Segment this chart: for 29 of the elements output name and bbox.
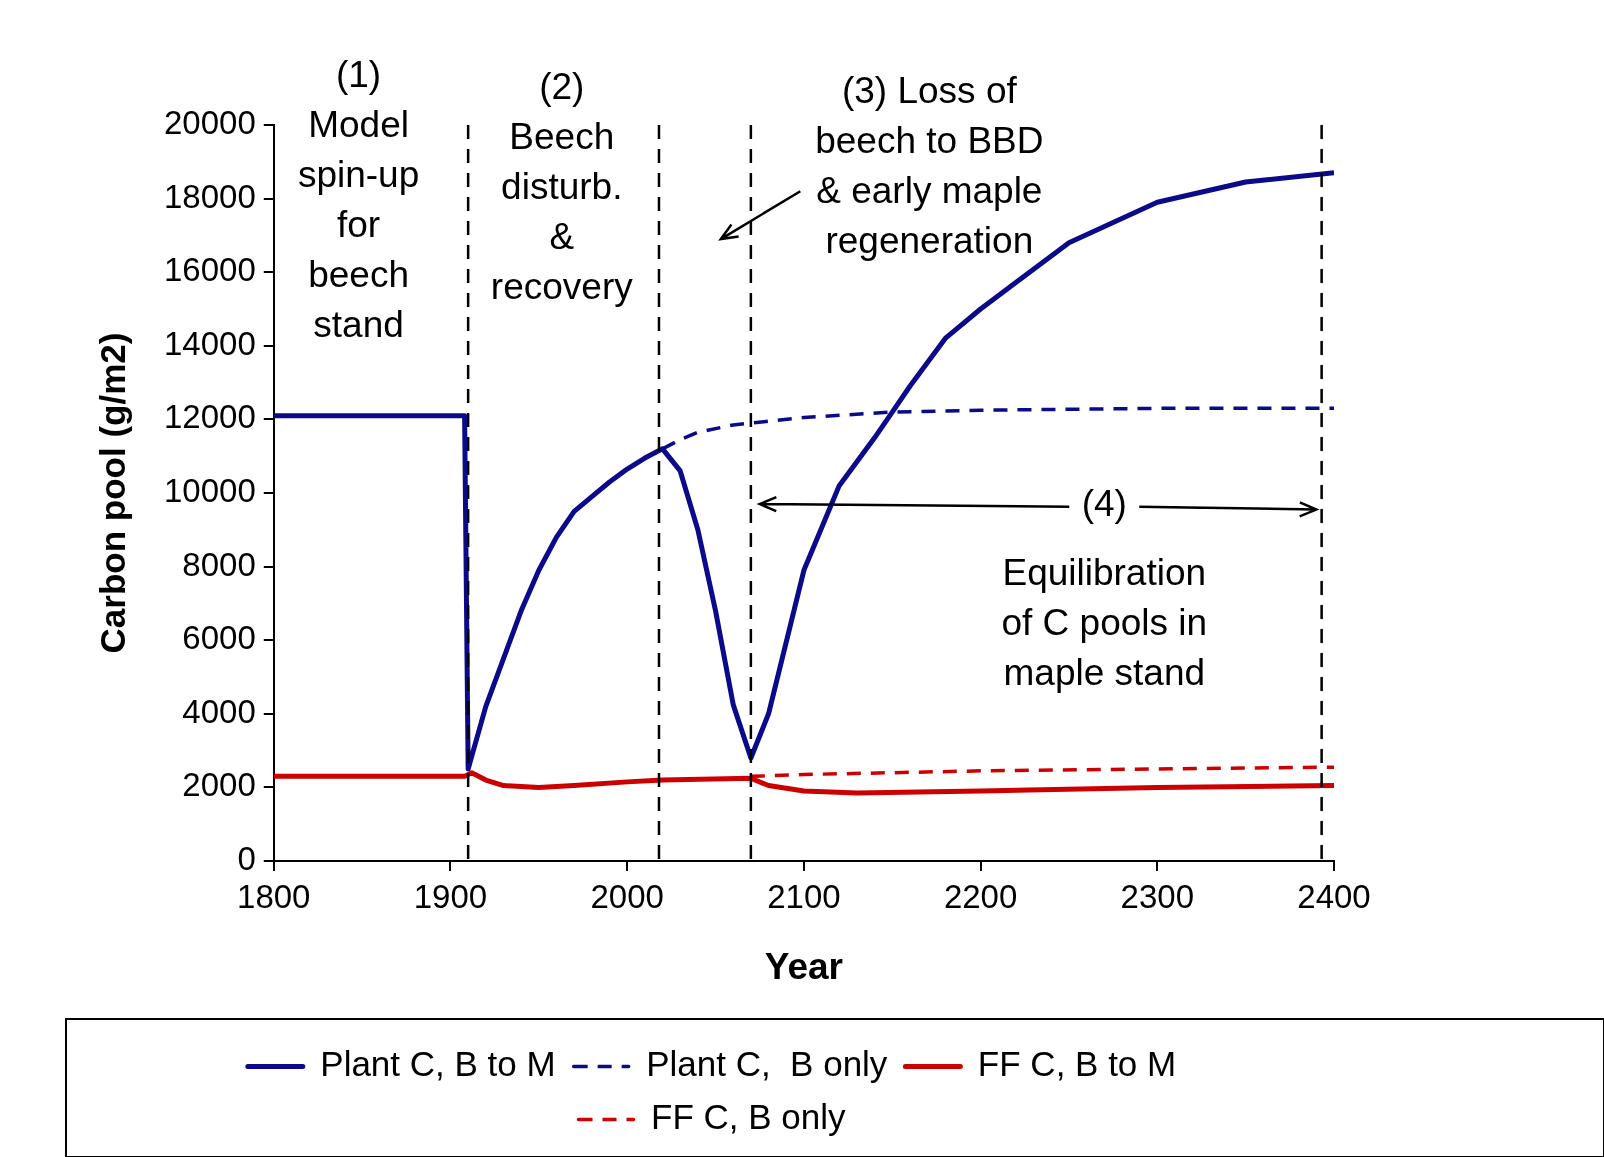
x-tick-label: 2400 — [1297, 877, 1371, 915]
legend-label: Plant C, B only — [646, 1044, 888, 1084]
x-tick-label: 2100 — [767, 877, 841, 915]
y-tick-label: 16000 — [164, 251, 256, 289]
annotation: (4) — [1081, 482, 1127, 524]
legend-label: Plant C, B to M — [320, 1044, 556, 1084]
y-tick-label: 20000 — [164, 104, 256, 142]
annotation: Equilibration of C pools in maple stand — [1001, 551, 1208, 693]
y-tick-label: 2000 — [182, 766, 256, 804]
legend-label: FF C, B only — [651, 1097, 846, 1137]
y-tick-label: 12000 — [164, 398, 256, 436]
annotation: (2) Beech disturb. & recovery — [490, 65, 634, 307]
y-tick-label: 8000 — [182, 545, 256, 583]
annotation: (3) Loss of beech to BBD & early maple regeneration — [815, 69, 1044, 261]
y-tick-label: 14000 — [164, 324, 256, 362]
y-axis-title: Carbon pool (g/m2) — [92, 332, 132, 654]
y-tick-label: 4000 — [182, 692, 256, 730]
legend-label: FF C, B to M — [977, 1044, 1177, 1084]
x-tick-label: 2000 — [590, 877, 664, 915]
x-axis-title: Year — [764, 946, 843, 987]
y-tick-label: 10000 — [164, 472, 256, 510]
x-tick-label: 1900 — [413, 877, 488, 915]
x-tick-label: 2300 — [1120, 877, 1195, 915]
annotation: (1) Model spin-up for beech stand — [297, 53, 420, 345]
y-tick-label: 6000 — [182, 619, 256, 657]
x-tick-label: 1800 — [237, 877, 311, 915]
x-tick-label: 2200 — [943, 877, 1018, 915]
y-tick-label: 18000 — [164, 177, 256, 215]
y-tick-label: 0 — [237, 840, 256, 878]
